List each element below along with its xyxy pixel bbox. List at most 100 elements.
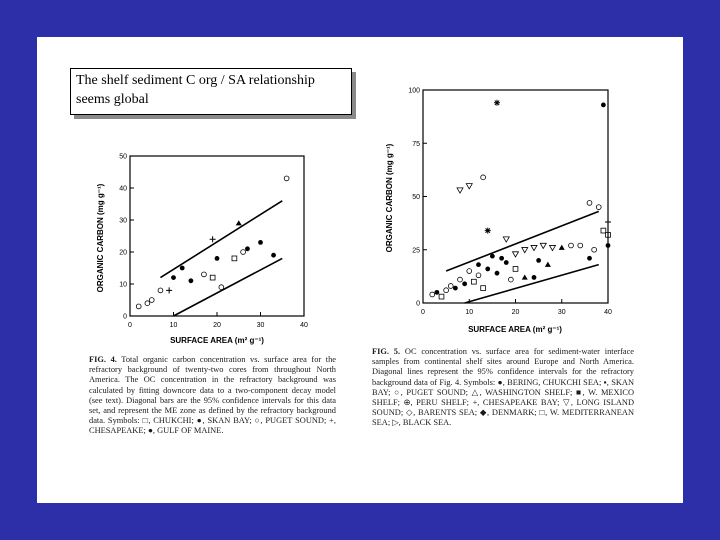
confidence-line [160,200,283,279]
data-point [530,245,538,252]
data-point [531,275,537,280]
data-point [157,287,164,294]
data-point [494,270,500,276]
data-point [480,285,486,291]
data-point [429,291,436,298]
data-point [485,266,491,272]
data-point [166,287,173,294]
y-tick-label: 50 [119,154,127,161]
data-point [456,187,464,194]
x-tick-label: 0 [421,309,425,316]
x-tick-label: 30 [257,322,265,329]
data-point [465,183,473,190]
y-tick-label: 25 [412,247,420,254]
figure-4-chart: 0 10 20 30 40 0 10 20 30 40 50 ORGANIC CARBON (mg … [96,154,308,346]
data-point [476,262,481,268]
data-point [475,272,482,279]
data-point [499,255,505,261]
data-point [179,265,185,271]
data-point [591,246,597,253]
confidence-line [464,263,599,304]
data-point [148,297,155,303]
data-point [245,246,250,252]
figure-4-xlabel: SURFACE AREA (m² g⁻¹) [170,336,264,345]
data-point [434,289,440,295]
data-point [271,252,276,258]
x-tick-label: 40 [604,309,612,316]
x-tick-label: 10 [465,309,473,316]
data-point [235,220,242,226]
data-point [447,283,454,289]
figure-5-xlabel: SURFACE AREA (m² g⁻¹) [468,325,562,334]
y-tick-label: 30 [119,218,127,225]
data-point [587,255,592,261]
data-point [209,236,216,243]
x-tick-label: 40 [300,322,308,329]
data-point [521,274,528,280]
slide-title-box: The shelf sediment C org / SA relationsh… [70,68,352,115]
data-point [471,278,477,285]
figure-5-caption-label: FIG. 5. [372,347,401,356]
data-point [484,227,491,234]
data-point [201,271,207,278]
figure-5-chart: 0 10 20 30 40 0 25 50 75 100 ORGANIC CARBON (mg g… [385,88,612,335]
data-point [502,236,510,243]
y-tick-label: 75 [412,141,420,148]
data-point [586,200,593,206]
data-point [508,276,514,283]
data-point [462,281,468,287]
figure-5-caption-block: FIG. 5. OC concentration vs. surface are… [372,347,634,429]
data-point [144,300,151,307]
data-point [209,274,216,281]
data-point [457,276,463,283]
x-tick-label: 20 [213,322,221,329]
y-tick-label: 0 [123,314,127,321]
figure-4-caption-block: FIG. 4. Total organic carbon concentrati… [89,355,336,437]
data-point [595,204,602,210]
data-point [214,256,220,261]
x-tick-label: 30 [558,309,566,316]
data-point [503,260,509,265]
figure-4-ylabel: ORGANIC CARBON (mg g⁻¹) [96,183,105,292]
data-point [548,245,557,252]
y-tick-label: 0 [416,301,420,308]
x-tick-label: 0 [128,322,132,329]
data-point [489,253,495,259]
slide-title-line-1: The shelf sediment C org / SA relationsh… [76,73,315,88]
x-tick-label: 10 [170,322,178,329]
y-tick-label: 20 [119,250,127,257]
slide: The shelf sediment C org / SA relationsh… [37,37,683,503]
figure-4-caption: Total organic carbon concentration vs. s… [89,355,336,436]
figure-5-ylabel: ORGANIC CARBON (mg g⁻¹) [385,143,394,252]
x-tick-label: 20 [512,309,520,316]
data-point [452,285,458,291]
data-point [558,244,565,250]
data-point [135,303,142,310]
data-point [600,102,606,108]
data-point [231,255,238,262]
data-point [494,99,500,106]
data-point [600,227,607,234]
slide-title-line-2: seems global [76,92,149,107]
data-point [171,275,176,280]
data-point [188,278,194,284]
y-tick-label: 10 [119,282,127,289]
y-tick-label: 50 [412,194,420,201]
confidence-line [173,257,283,317]
data-point [511,251,520,258]
data-point [536,258,542,263]
figure-4-caption-label: FIG. 4. [89,355,117,364]
data-point [521,247,529,254]
data-point [512,266,519,272]
data-point [480,174,486,181]
data-point [438,293,445,300]
data-point [240,249,246,255]
figure-5-caption: OC concentration vs. surface area for se… [372,347,635,428]
data-point [258,240,263,245]
data-point [577,242,584,249]
data-point [283,175,290,182]
data-point [466,268,473,274]
data-point [568,242,574,249]
y-tick-label: 100 [408,88,420,95]
data-point [539,242,547,250]
